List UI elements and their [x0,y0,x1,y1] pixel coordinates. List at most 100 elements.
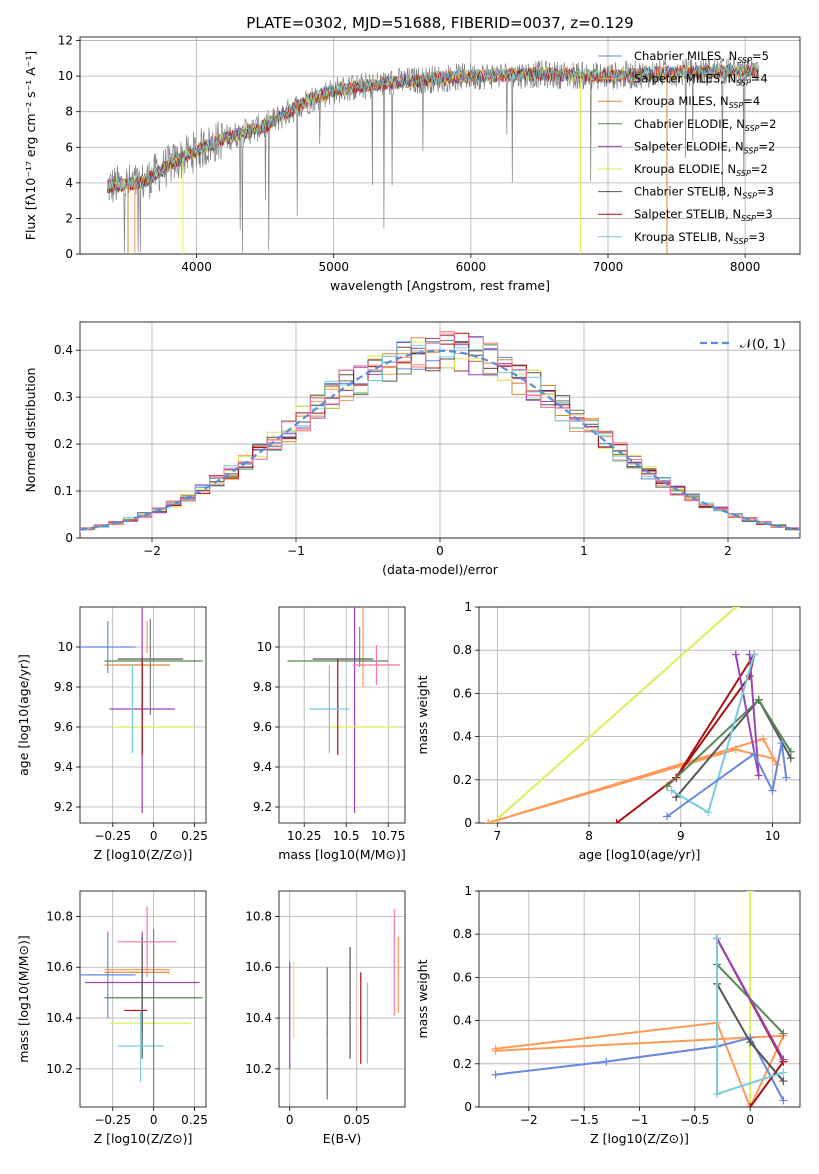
point-marker [779,1029,788,1038]
point-marker [712,1090,721,1099]
y-axis-label: mass weight [415,959,430,1038]
data-point [326,1032,329,1035]
data-point [288,1014,291,1017]
plot-area [80,331,800,532]
plot-area [80,906,203,1107]
spectrum-data-line [107,57,759,253]
gridlines [279,891,405,1107]
panel-age-vs-Z: −0.25 0 0.25 9.2 9.4 9.6 9.8 10 Z [log10(Z/Z⊙)] a… [16,606,208,862]
y-tick-label: 10.4 [46,1011,73,1025]
data-point [152,726,155,728]
y-tick-label: 0.2 [54,437,73,451]
axes-frame [278,890,406,1108]
y-tick-label: 1 [464,884,472,898]
legend-entry: Chabrier MILES, NSSP=5 [634,49,769,65]
y-axis-label: Flux [fλ10⁻¹⁷ erg cm⁻² s⁻¹ A⁻¹] [23,51,38,240]
y-tick-label: 4 [65,176,73,190]
plot-area [107,57,759,254]
x-tick-label: 0 [150,1113,158,1127]
y-tick-label: 0 [464,1100,472,1114]
x-tick-label: 6000 [456,260,487,274]
x-tick-label: −2 [520,1113,538,1127]
data-point [141,706,143,708]
axes-frame [478,606,801,824]
legend-entry: Salpeter MILES, NSSP=4 [634,72,768,88]
x-axis-label: (data-model)/error [382,562,499,577]
y-tick-label: 10.4 [245,1011,272,1025]
y-tick-label: 9.2 [253,800,272,814]
data-point [362,726,364,728]
data-point [107,646,109,648]
data-point [328,708,331,710]
y-tick-label: 8 [65,105,73,119]
gridlines [80,891,206,1107]
y-tick-label: 9.8 [54,680,73,694]
x-tick-label: 0.25 [181,829,208,843]
x-tick-label: −0.25 [94,829,131,843]
y-tick-label: 0.1 [54,484,73,498]
y-tick-label: 9.2 [54,800,73,814]
axes-frame [79,606,207,824]
axes-frame [478,890,801,1108]
y-tick-label: 0.8 [453,927,472,941]
y-tick-label: 0.6 [453,970,472,984]
x-axis-label: age [log10(age/yr)] [579,847,701,862]
panel-weight-vs-age: 7 8 9 10 0 0.2 0.4 0.6 0.8 1 age [log10(age/yr)] ma… [415,600,801,862]
x-tick-label: 2 [724,544,732,558]
x-tick-label: −1 [631,1113,649,1127]
data-point [349,1002,351,1004]
data-point [366,1022,369,1024]
panel-residuals: −2 −1 0 1 2 0 0.1 0.2 0.3 0.4 (data-model)/error No… [23,321,801,577]
axes-frame [79,890,207,1108]
y-tick-label: 9.4 [54,760,73,774]
point-marker [491,1070,500,1079]
point-marker [484,819,493,823]
data-point [359,1017,362,1019]
point-marker [786,747,795,756]
gridlines [479,890,800,1108]
plot-area [288,908,400,1100]
weight-line-1 [495,1021,786,1107]
x-tick-label: 4000 [181,260,212,274]
data-point [146,941,148,943]
y-tick-label: 0 [65,531,73,545]
weight-line-1 [487,737,778,823]
point-marker [779,1077,788,1086]
data-point [362,646,364,648]
data-point [342,658,344,660]
weight-line-0 [492,607,737,823]
x-tick-label: 10.5 [333,829,360,843]
y-tick-label: 10.8 [46,909,73,923]
point-marker [754,695,763,704]
y-tick-label: 9.6 [253,720,272,734]
data-point [131,708,134,710]
axes-frame [278,606,406,824]
y-tick-label: 10.2 [46,1062,73,1076]
y-tick-label: 10 [58,640,73,654]
x-tick-label: 10.25 [287,829,321,843]
point-marker [704,808,713,817]
weight-line-6 [716,938,785,1060]
panel-spectrum: 4000 5000 6000 7000 8000 0 2 4 6 8 10 12 wavelength … [23,34,801,293]
data-point [107,974,109,976]
x-tick-label: 0 [150,829,158,843]
data-point [393,961,396,963]
histogram-step-9 [80,331,800,532]
x-tick-label: 0 [436,544,444,558]
point-marker [779,1068,788,1077]
y-tick-label: 10.2 [245,1062,272,1076]
plot-area [484,607,795,823]
point-marker [731,745,740,754]
figure-title: PLATE=0302, MJD=51688, FIBERID=0037, z=0… [246,14,633,32]
x-tick-label: −2 [143,544,161,558]
point-marker [663,782,672,791]
data-point [337,706,339,708]
point-marker [746,891,755,895]
point-marker [782,773,791,782]
y-tick-label: 0.4 [453,730,472,744]
point-marker [777,739,786,748]
panel-mass-vs-Z: −0.25 0 0.25 10.2 10.4 10.6 10.8 Z [log10(Z/Z⊙)… [16,890,208,1146]
data-point [139,1045,142,1047]
x-tick-label: 10 [765,829,780,843]
point-marker [731,650,740,659]
